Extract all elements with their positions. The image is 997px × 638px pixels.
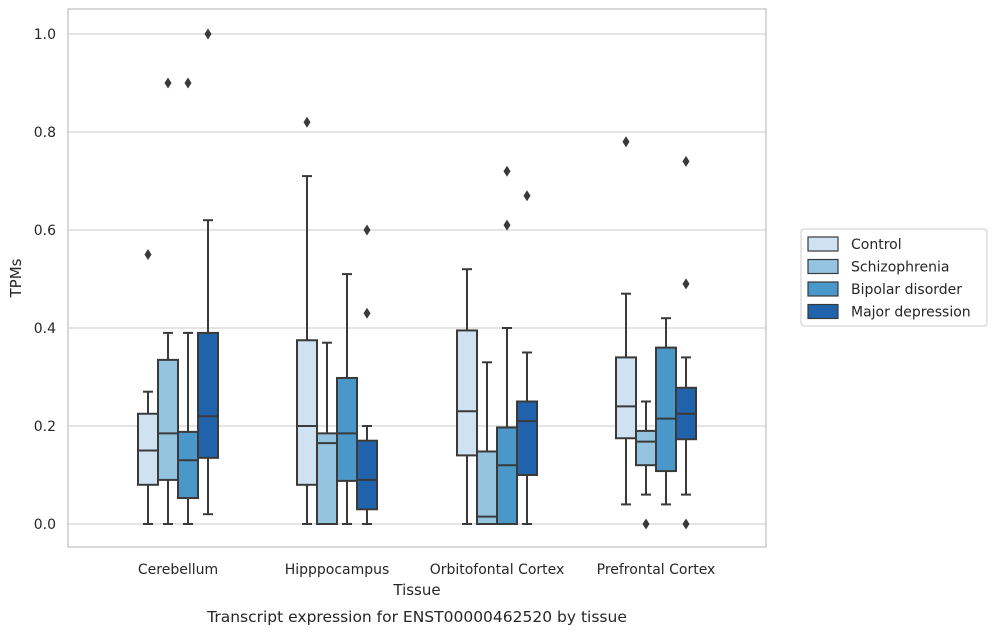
box-body [316,432,338,526]
outlier-point [622,136,630,148]
box [137,249,159,525]
y-tick-label: 0.0 [34,517,56,533]
outlier-point [204,28,212,40]
legend-label: Control [851,237,902,253]
legend-item: Bipolar disorder [807,281,962,298]
box [177,77,199,525]
box [675,155,697,530]
outlier-point [164,77,172,89]
series-schizophrenia [157,77,657,530]
series-control [137,116,637,525]
outlier-point [503,165,511,177]
box-body [336,376,358,482]
outlier-point [523,190,531,202]
box [615,136,637,506]
box-body [496,426,518,525]
y-tick-label: 0.2 [34,419,56,435]
box-body [356,439,378,511]
legend-swatch [807,281,839,297]
outlier-point [363,307,371,319]
x-tick-label: Cerebellum [138,562,218,578]
box [356,224,378,525]
outlier-point [503,219,511,231]
box-body [456,329,478,457]
box [296,116,318,525]
y-axis-ticks: 0.0 0.2 0.4 0.6 0.8 1.0 [34,27,56,533]
x-tick-label: Orbitofontal Cortex [430,562,565,578]
x-axis-label: Tissue [392,581,440,599]
legend-swatch [807,303,839,320]
x-axis-ticks: Cerebellum Hipppocampus Orbitofontal Corte… [138,562,715,578]
outlier-point [363,224,371,236]
box-series [137,28,697,530]
box-body [177,430,199,500]
box [336,273,358,525]
y-tick-label: 0.4 [34,321,56,337]
outlier-point [642,518,650,530]
legend: Control Schizophrenia Bipolar disorder Majo… [800,228,988,327]
box-body [516,400,538,476]
outlier-point [682,278,690,290]
outlier-point [682,518,690,530]
outlier-point [682,155,690,167]
box-body [476,450,498,526]
y-tick-label: 1.0 [34,27,56,43]
outlier-point [184,77,192,89]
legend-item: Major depression [807,303,971,321]
box-body [157,358,179,481]
box [456,268,478,525]
x-tick-label: Hipppocampus [285,562,390,578]
box [197,28,219,516]
y-tick-label: 0.6 [34,223,56,239]
y-tick-label: 0.8 [34,125,56,141]
series-bipolar-disorder [177,77,677,525]
box [316,341,338,526]
y-axis-label: TPMs [7,258,25,298]
series-major-depression [197,28,697,530]
box [655,317,677,506]
box-body [635,429,657,467]
grid-lines [68,33,766,525]
box-body [137,412,159,486]
box-body [197,331,219,459]
plot-area [67,8,767,548]
box-body [296,339,318,486]
legend-swatch [807,236,839,252]
box [157,77,179,525]
legend-frame [800,228,988,327]
box [496,165,518,525]
legend-swatch [807,258,839,275]
legend-item: Schizophrenia [807,258,949,276]
box [516,190,538,525]
legend-label: Schizophrenia [851,260,949,276]
outlier-point [144,249,152,260]
chart-caption: Transcript expression for ENST0000046252… [206,608,627,626]
legend-label: Major depression [851,305,971,321]
x-tick-label: Prefrontal Cortex [597,562,716,578]
legend-item: Control [807,236,902,253]
box-body [615,356,637,440]
legend-label: Bipolar disorder [851,282,962,298]
box [635,400,657,530]
box-body [655,346,677,473]
outlier-point [303,116,311,128]
box [476,361,498,526]
